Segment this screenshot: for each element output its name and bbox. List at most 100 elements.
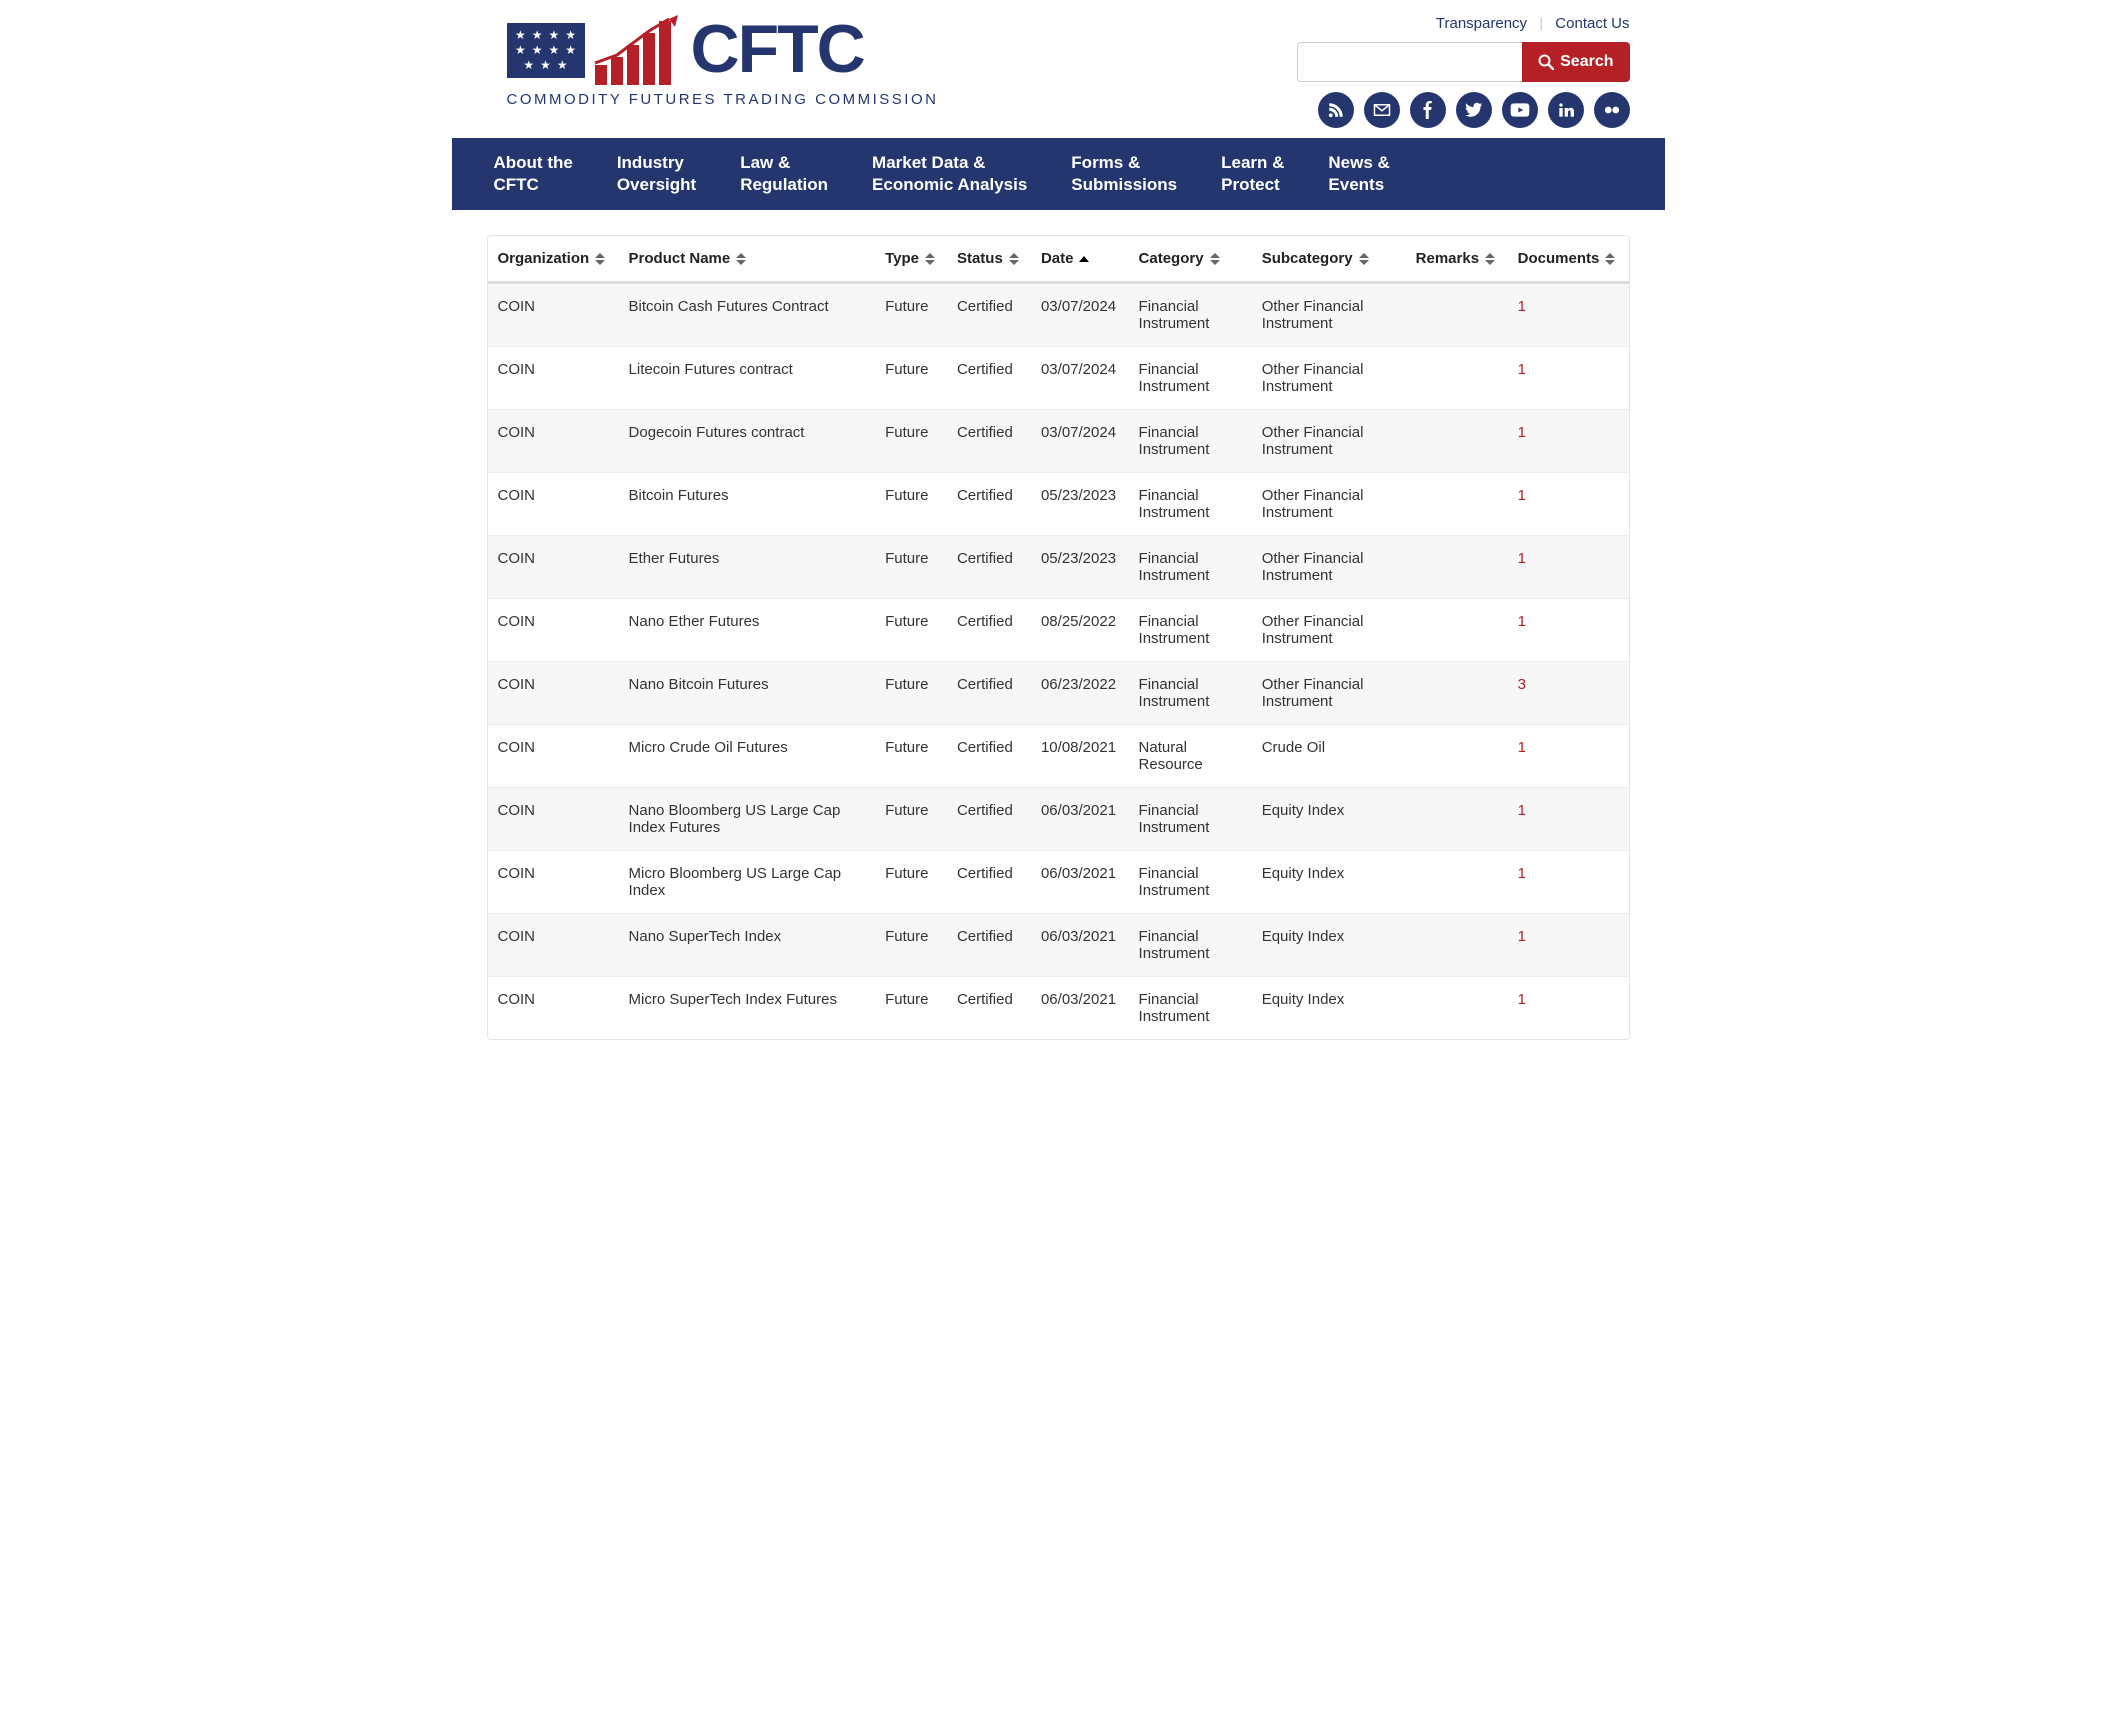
column-label: Product Name [629, 250, 731, 267]
column-label: Status [957, 250, 1003, 267]
cell-documents[interactable]: 3 [1508, 662, 1629, 725]
column-header-date[interactable]: Date [1031, 236, 1129, 283]
cell-category: Financial Instrument [1129, 473, 1252, 536]
column-header-org[interactable]: Organization [488, 236, 619, 283]
top-links: Transparency | Contact Us [1436, 15, 1630, 32]
cell-documents[interactable]: 1 [1508, 410, 1629, 473]
cell-documents[interactable]: 1 [1508, 473, 1629, 536]
nav-item-2[interactable]: Law & Regulation [718, 138, 850, 210]
column-header-type[interactable]: Type [875, 236, 947, 283]
flag-icon: ★★★★ ★★★ ★★★★ [507, 23, 585, 78]
nav-item-6[interactable]: News & Events [1306, 138, 1411, 210]
table-row: COINNano Bloomberg US Large Cap Index Fu… [488, 788, 1629, 851]
cell-documents[interactable]: 1 [1508, 599, 1629, 662]
cell-status: Certified [947, 662, 1031, 725]
cell-remarks [1406, 914, 1508, 977]
facebook-icon[interactable] [1410, 92, 1446, 128]
linkedin-icon[interactable] [1548, 92, 1584, 128]
sort-icon [595, 253, 605, 265]
cell-remarks [1406, 536, 1508, 599]
column-header-status[interactable]: Status [947, 236, 1031, 283]
cell-status: Certified [947, 473, 1031, 536]
social-row [1318, 92, 1630, 128]
sort-icon [1009, 253, 1019, 265]
nav-item-4[interactable]: Forms & Submissions [1049, 138, 1199, 210]
column-header-remarks[interactable]: Remarks [1406, 236, 1508, 283]
sort-icon [925, 253, 935, 265]
cell-product: Nano SuperTech Index [619, 914, 876, 977]
table-row: COINNano Bitcoin FuturesFutureCertified0… [488, 662, 1629, 725]
cell-category: Financial Instrument [1129, 914, 1252, 977]
column-label: Remarks [1416, 250, 1479, 267]
twitter-icon[interactable] [1456, 92, 1492, 128]
cell-category: Financial Instrument [1129, 662, 1252, 725]
cell-documents[interactable]: 1 [1508, 977, 1629, 1040]
cell-documents[interactable]: 1 [1508, 914, 1629, 977]
cell-date: 03/07/2024 [1031, 410, 1129, 473]
column-label: Organization [498, 250, 590, 267]
table-row: COINMicro SuperTech Index FuturesFutureC… [488, 977, 1629, 1040]
cell-documents[interactable]: 1 [1508, 788, 1629, 851]
search-form: Search [1297, 42, 1629, 82]
cell-subcategory: Equity Index [1252, 788, 1406, 851]
sort-icon [1485, 253, 1495, 265]
cell-status: Certified [947, 977, 1031, 1040]
sort-icon [1210, 253, 1220, 265]
sort-icon [1605, 253, 1615, 265]
transparency-link[interactable]: Transparency [1436, 15, 1527, 32]
header: ★★★★ ★★★ ★★★★ CFTC COMMODITY FUTURES TRA… [452, 0, 1665, 138]
products-table-wrap: Organization Product Name Type Status DateCa… [487, 235, 1630, 1040]
flickr-icon[interactable] [1594, 92, 1630, 128]
table-row: COINLitecoin Futures contractFutureCerti… [488, 347, 1629, 410]
cell-type: Future [875, 977, 947, 1040]
cell-date: 06/03/2021 [1031, 977, 1129, 1040]
table-row: COINBitcoin Cash Futures ContractFutureC… [488, 283, 1629, 347]
cell-date: 06/03/2021 [1031, 788, 1129, 851]
cell-date: 03/07/2024 [1031, 283, 1129, 347]
cell-subcategory: Other Financial Instrument [1252, 347, 1406, 410]
cell-status: Certified [947, 788, 1031, 851]
cell-subcategory: Equity Index [1252, 977, 1406, 1040]
cell-documents[interactable]: 1 [1508, 851, 1629, 914]
search-button[interactable]: Search [1522, 42, 1629, 82]
sort-icon [736, 253, 746, 265]
cell-subcategory: Other Financial Instrument [1252, 599, 1406, 662]
cell-documents[interactable]: 1 [1508, 725, 1629, 788]
cell-status: Certified [947, 725, 1031, 788]
cell-documents[interactable]: 1 [1508, 536, 1629, 599]
rss-icon[interactable] [1318, 92, 1354, 128]
cell-category: Financial Instrument [1129, 977, 1252, 1040]
cell-remarks [1406, 410, 1508, 473]
column-header-subcategory[interactable]: Subcategory [1252, 236, 1406, 283]
cell-status: Certified [947, 536, 1031, 599]
cell-remarks [1406, 662, 1508, 725]
cell-date: 05/23/2023 [1031, 473, 1129, 536]
nav-item-3[interactable]: Market Data & Economic Analysis [850, 138, 1049, 210]
cell-subcategory: Equity Index [1252, 851, 1406, 914]
sort-icon [1359, 253, 1369, 265]
logo-area[interactable]: ★★★★ ★★★ ★★★★ CFTC COMMODITY FUTURES TRA… [507, 15, 939, 108]
column-header-product[interactable]: Product Name [619, 236, 876, 283]
nav-item-1[interactable]: Industry Oversight [595, 138, 718, 210]
email-icon[interactable] [1364, 92, 1400, 128]
cell-documents[interactable]: 1 [1508, 283, 1629, 347]
cell-category: Financial Instrument [1129, 788, 1252, 851]
cell-type: Future [875, 410, 947, 473]
cell-product: Nano Bloomberg US Large Cap Index Future… [619, 788, 876, 851]
search-button-label: Search [1560, 53, 1613, 71]
youtube-icon[interactable] [1502, 92, 1538, 128]
search-icon [1538, 54, 1554, 70]
cell-category: Financial Instrument [1129, 851, 1252, 914]
nav-item-5[interactable]: Learn & Protect [1199, 138, 1306, 210]
column-header-category[interactable]: Category [1129, 236, 1252, 283]
cell-type: Future [875, 283, 947, 347]
column-label: Type [885, 250, 919, 267]
contact-link[interactable]: Contact Us [1555, 15, 1629, 32]
cell-documents[interactable]: 1 [1508, 347, 1629, 410]
nav-item-0[interactable]: About the CFTC [472, 138, 595, 210]
search-input[interactable] [1297, 42, 1522, 82]
column-header-documents[interactable]: Documents [1508, 236, 1629, 283]
tagline: COMMODITY FUTURES TRADING COMMISSION [507, 91, 939, 108]
cell-category: Financial Instrument [1129, 283, 1252, 347]
cell-date: 03/07/2024 [1031, 347, 1129, 410]
